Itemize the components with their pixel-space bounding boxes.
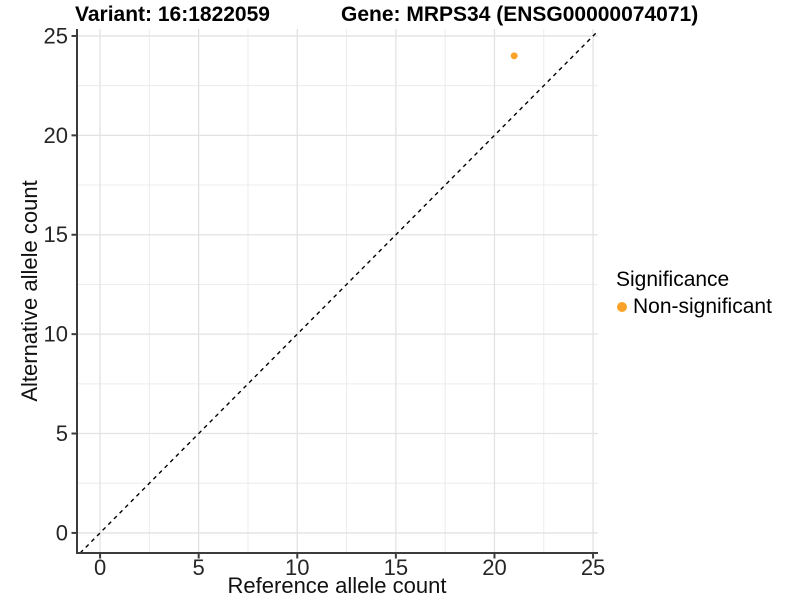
plot-panel: 0 5 10 15 20 25 0 5 10 15 20 25 [44,23,606,580]
y-axis-title: Alternative allele count [17,180,42,401]
x-tick-label: 15 [384,555,408,580]
y-tick-label: 20 [44,123,68,148]
legend-title: Significance [616,268,730,291]
y-tick-label: 5 [56,421,68,446]
x-tick-label: 25 [581,555,605,580]
plot-title-gene: Gene: MRPS34 (ENSG00000074071) [341,3,699,26]
x-tick-label: 10 [285,555,309,580]
y-tick-label: 0 [56,520,68,545]
legend: Significance Non-significant [616,268,772,319]
y-tick-label: 15 [44,222,68,247]
x-tick-label: 20 [482,555,506,580]
x-axis-title: Reference allele count [228,573,447,598]
y-tick-label: 25 [44,23,68,48]
x-tick-label: 5 [193,555,205,580]
data-point [510,52,518,60]
legend-item-label: Non-significant [633,295,772,318]
x-tick-label: 0 [94,555,106,580]
plot-title-variant: Variant: 16:1822059 [75,3,270,26]
legend-item: Non-significant [616,295,772,319]
y-tick-label: 10 [44,322,68,347]
identity-dashed-line [79,30,599,554]
legend-key-point-icon [617,302,627,312]
